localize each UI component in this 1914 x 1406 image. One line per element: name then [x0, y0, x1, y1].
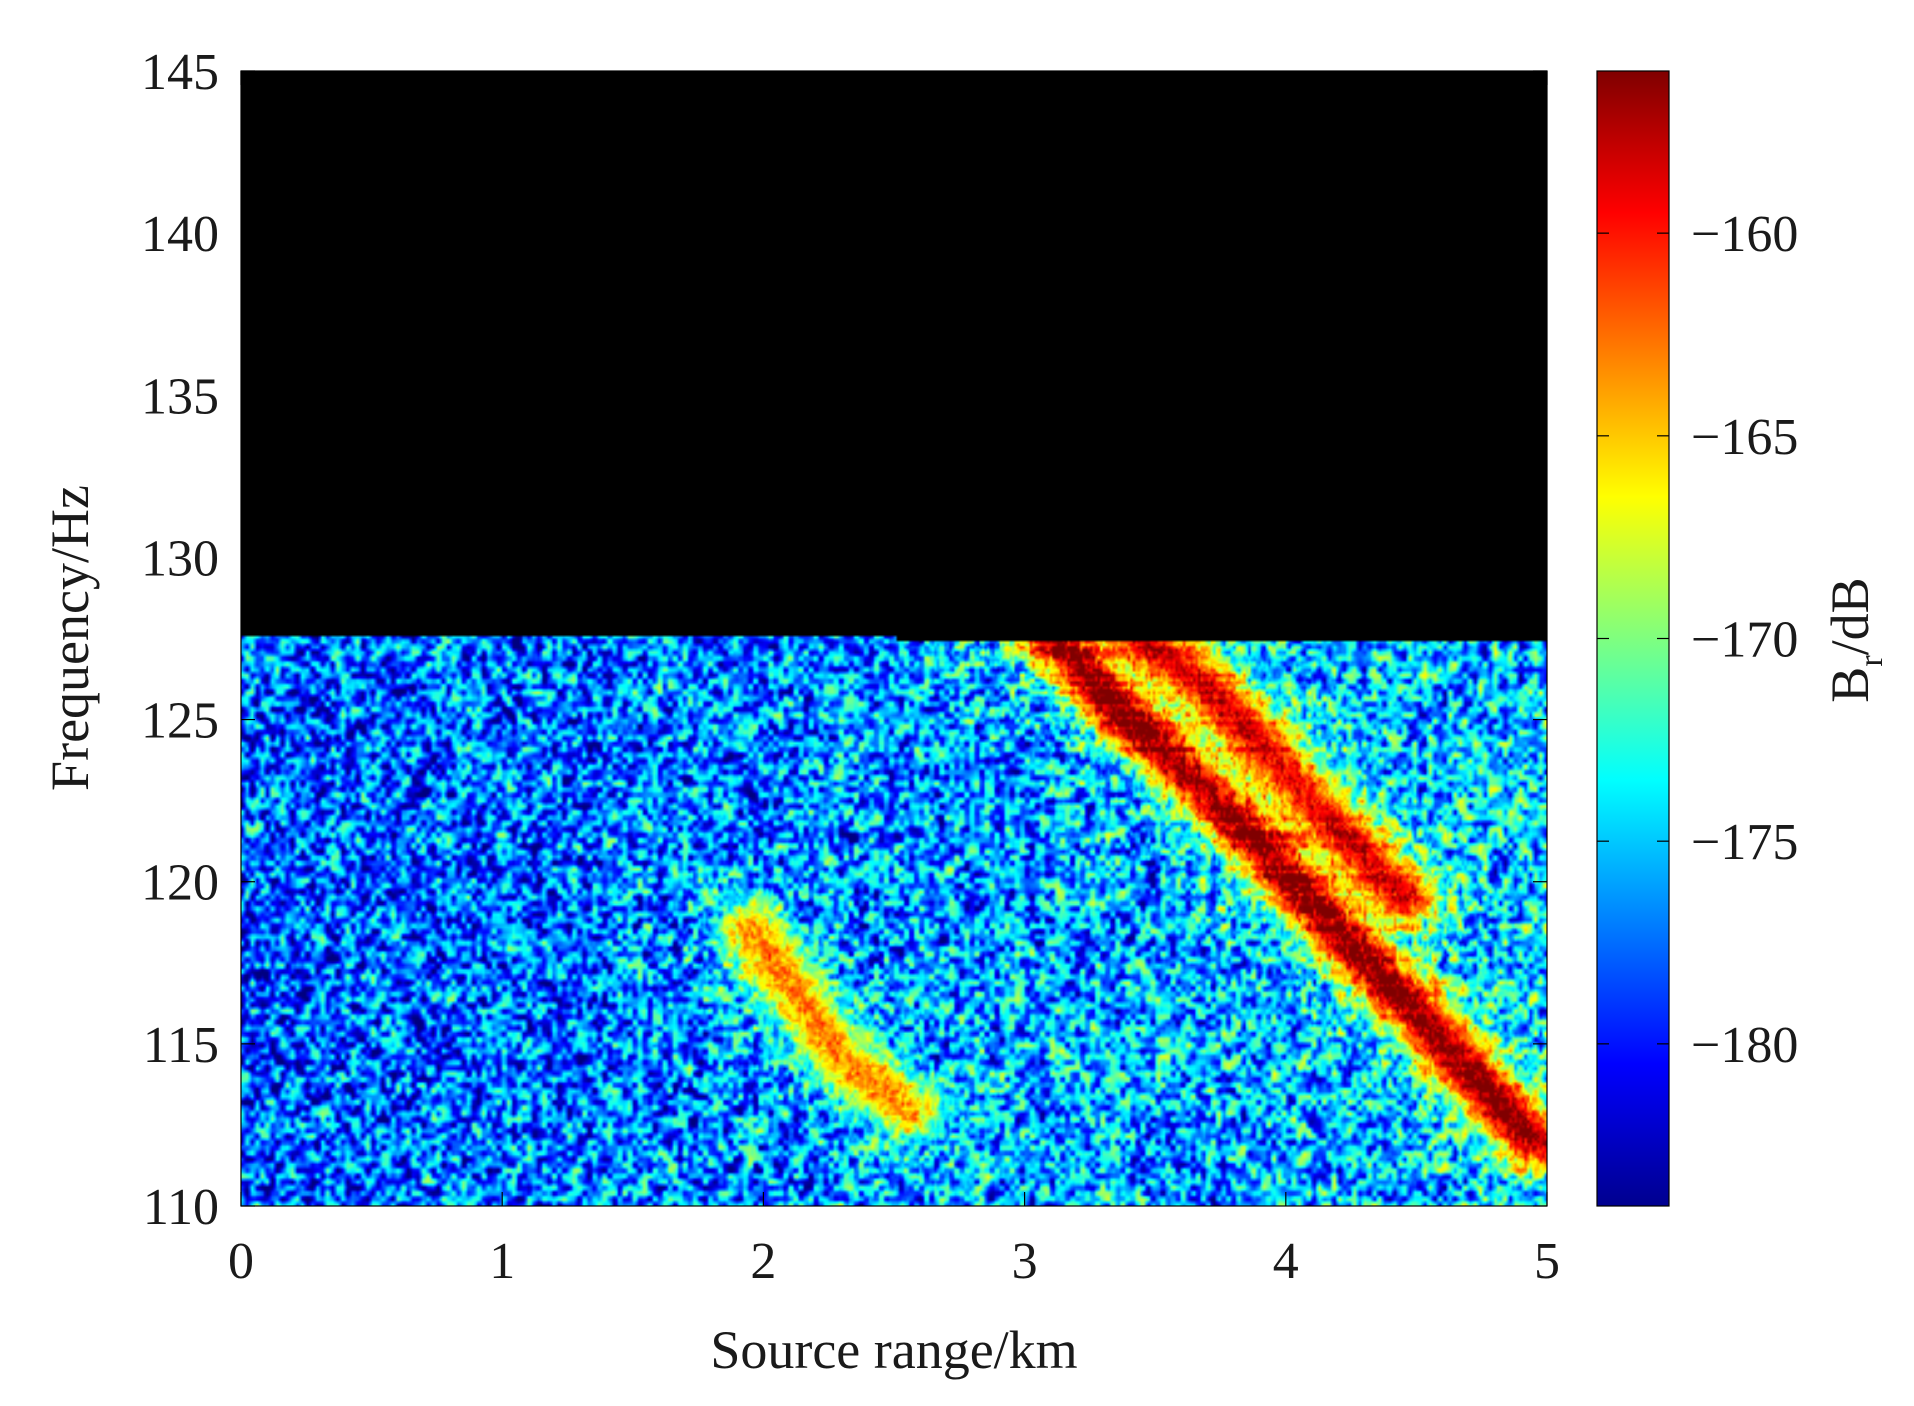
x-axis-label: Source range/km: [710, 1320, 1077, 1380]
y-tick-label: 130: [141, 530, 219, 587]
x-tick-label: 1: [489, 1233, 515, 1290]
colorbar-label-unit: /dB: [1820, 577, 1880, 655]
y-tick-label: 120: [141, 855, 219, 912]
colorbar-label-main: B: [1820, 667, 1880, 703]
colorbar-label-sub: r: [1853, 655, 1890, 667]
colorbar-tick-label: −175: [1691, 814, 1798, 871]
plot-area: [240, 70, 1548, 1207]
y-axis-ticks: 110 115 120 125 130 135 140 145: [141, 44, 1547, 1236]
x-tick-label: 3: [1012, 1233, 1038, 1290]
x-axis-ticks: 0 1 2 3 4 5: [228, 71, 1560, 1290]
colorbar-ticks: −160 −165 −170 −175 −180: [1597, 206, 1798, 1074]
colorbar: −160 −165 −170 −175 −180 Br/dB: [1596, 70, 1890, 1207]
colorbar-tick-label: −165: [1691, 409, 1798, 466]
y-tick-label: 110: [143, 1179, 219, 1236]
colorbar-label: Br/dB: [1820, 577, 1890, 702]
y-tick-label: 135: [141, 368, 219, 425]
heatmap-image: [241, 71, 1547, 1206]
colorbar-tick-label: −180: [1691, 1017, 1798, 1074]
colorbar-tick-label: −170: [1691, 612, 1798, 669]
x-tick-label: 5: [1534, 1233, 1560, 1290]
y-tick-label: 145: [141, 44, 219, 101]
y-axis-label: Frequency/Hz: [40, 485, 100, 791]
plot-frame: [240, 70, 1548, 1207]
colorbar-tick-label: −160: [1691, 206, 1798, 263]
y-tick-label: 140: [141, 206, 219, 263]
x-tick-label: 0: [228, 1233, 254, 1290]
y-tick-label: 125: [141, 693, 219, 750]
x-tick-label: 2: [750, 1233, 776, 1290]
x-tick-label: 4: [1273, 1233, 1299, 1290]
y-tick-label: 115: [143, 1017, 219, 1074]
